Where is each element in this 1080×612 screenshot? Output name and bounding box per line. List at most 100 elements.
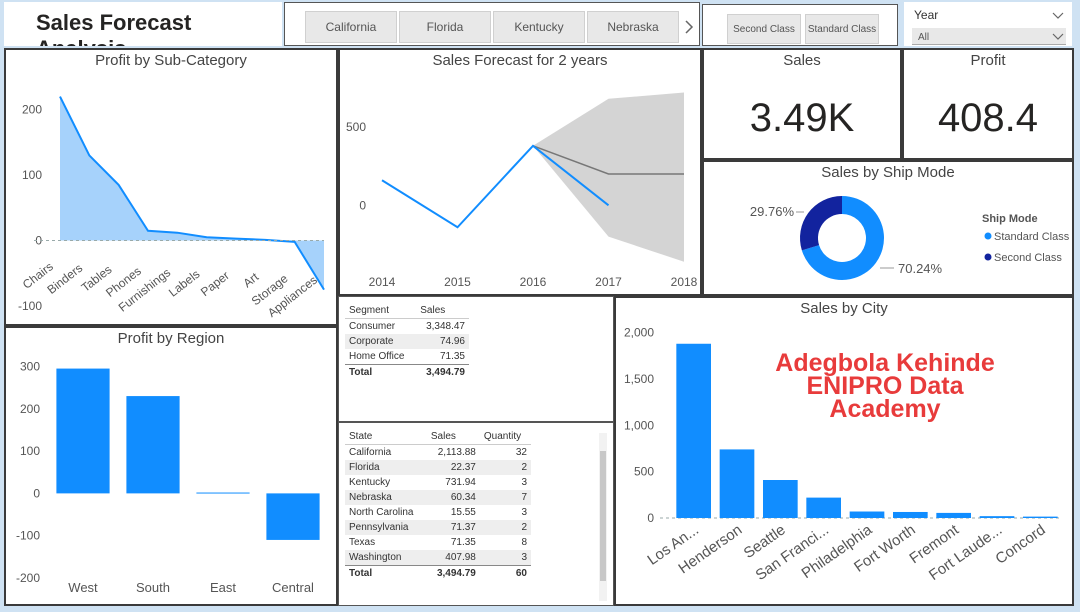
table-cell: 7 [479,490,531,505]
bar [763,480,798,518]
table-row: Home Office 71.35 [345,349,469,365]
y-tick-label: 300 [20,359,40,373]
y-tick-label: 100 [20,444,40,458]
table-cell: Total [345,565,427,581]
y-tick-label: -100 [16,529,40,543]
kpi-label: Profit [970,52,1006,69]
chart-title: Sales by City [800,300,888,317]
scrollbar-thumb[interactable] [600,451,606,581]
bar [849,511,885,518]
profit-by-subcategory-card: Profit by Sub-Category -100 0 100 200 Chairs… [4,48,338,326]
y-tick-label: 500 [634,465,654,479]
watermark-line: ENIPRO Data [806,372,964,400]
table-scrollbar[interactable] [599,433,607,601]
table-row: Corporate 74.96 [345,334,469,349]
table-cell: 2 [479,460,531,475]
table-cell: Total [345,364,417,380]
year-dropdown[interactable]: All [912,28,1066,45]
table-row: Pennsylvania 71.37 2 [345,520,531,535]
table-cell: Kentucky [349,477,391,488]
bar [266,493,320,540]
state-slicer-item[interactable]: Kentucky [493,11,585,43]
kpi-label: Sales [783,52,821,69]
profit-by-subcategory-chart: -1000100200ChairsBindersTablesPhonesFurn… [18,96,325,320]
watermark-line: Adegbola Kehinde [775,349,995,377]
forecast-line [532,145,684,175]
chart-title: Sales by Ship Mode [821,164,955,181]
x-tick-label: 2015 [444,275,471,289]
legend-entry: Second Class [994,252,1062,264]
state-table: State Sales Quantity California 2,113.88 32 Fl… [345,429,531,581]
bar [1023,516,1058,518]
table-cell: 74.96 [416,334,469,349]
x-tick-label: East [210,580,236,595]
x-tick-label: Art [240,269,261,290]
state-slicer-item[interactable]: Florida [399,11,491,43]
sales-by-city-card: Sales by City 0 500 1,000 1,500 2,000 Los An.… [614,296,1074,606]
state-slicer-item[interactable]: Nebraska [587,11,679,43]
table-cell: 71.37 [426,520,480,535]
table-cell: Texas [349,537,376,548]
x-tick-label: 2014 [369,275,396,289]
sales-kpi-card: Sales 3.49K [702,48,902,160]
sales-by-ship-mode-chart: 29.76% 70.24% Ship Mode Standard Class Secon… [750,196,1070,280]
table-cell: 71.35 [450,537,476,548]
x-tick-label: 2016 [520,275,547,289]
table-row: Nebraska 60.34 7 [345,490,531,505]
legend-entry: Standard Class [994,231,1070,243]
state-slicer: California Florida Kentucky Nebraska [284,2,700,46]
page-title: Sales Forecast Analysis [36,10,192,46]
bar [806,497,841,518]
bar [719,449,755,518]
legend-marker [984,232,992,240]
table-row: North Carolina 15.55 3 [345,505,531,520]
column-header: Quantity [479,429,531,445]
table-cell: 407.98 [426,550,480,566]
table-row: Consumer 3,348.47 [345,319,469,335]
table-cell: 71.35 [439,351,465,362]
table-cell: 22.37 [426,460,480,475]
table-cell: 3,494.79 [416,364,469,380]
y-tick-label: 1,000 [624,418,654,432]
bar [196,492,250,494]
y-tick-label: 2,000 [624,326,654,340]
table-cell: 15.55 [450,507,476,518]
state-slicer-item[interactable]: California [305,11,397,43]
table-cell: 8 [521,537,527,548]
legend-title: Ship Mode [982,213,1038,225]
kpi-value: 3.49K [749,96,855,140]
chevron-down-icon [1052,33,1064,40]
table-cell: 60.34 [426,490,480,505]
table-cell: 3,348.47 [426,321,465,332]
y-tick-label: 0 [647,511,654,525]
y-tick-label: -200 [16,571,40,585]
sales-forecast-card: Sales Forecast for 2 years 0 500 2014 2015 2… [338,48,702,296]
ship-slicer-item[interactable]: Standard Class [805,14,879,44]
profit-by-region-card: Profit by Region -200 -100 0 100 200 300 West S… [4,326,338,606]
bar [979,516,1015,518]
table-cell: 2 [479,520,531,535]
year-slicer-label: Year [914,8,939,22]
chevron-right-icon[interactable] [683,19,695,35]
x-tick-label: 2017 [595,275,622,289]
chart-title: Sales Forecast for 2 years [432,52,608,69]
bar [893,511,928,518]
segment-table: Segment Sales Consumer 3,348.47 Corporate 74.… [345,303,469,380]
chevron-down-icon[interactable] [1052,12,1064,20]
table-row: Florida 22.37 2 [345,460,531,475]
table-cell: Pennsylvania [345,520,427,535]
column-header: Sales [416,303,469,319]
table-cell: Florida [345,460,427,475]
pie-slice [800,196,842,251]
ship-slicer-item[interactable]: Second Class [727,14,801,44]
table-cell: North Carolina [349,507,414,518]
table-row: California 2,113.88 32 [345,445,531,461]
sales-by-ship-mode-card: Sales by Ship Mode 29.76% 70.24% Ship Mode… [702,160,1074,296]
y-tick-label: -100 [18,299,42,313]
table-cell: Washington [345,550,427,566]
title-panel: Sales Forecast Analysis [4,2,282,46]
year-slicer: Year All [904,2,1072,46]
y-tick-label: 0 [35,234,42,248]
table-cell: 3 [521,477,527,488]
